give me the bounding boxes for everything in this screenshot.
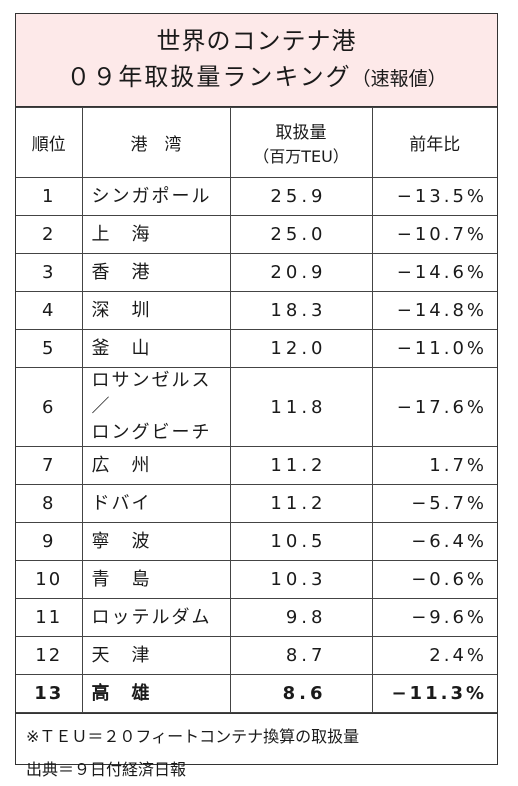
yoy-cell: −10.7% <box>371 215 497 254</box>
teu-cell: 10.3 <box>229 560 373 599</box>
rank-cell: 8 <box>16 484 83 523</box>
teu-cell: 10.5 <box>229 522 373 561</box>
rank-cell: 11 <box>16 598 83 637</box>
teu-cell: 20.9 <box>229 253 373 292</box>
yoy-cell: −6.4% <box>371 522 497 561</box>
teu-cell: 18.3 <box>229 291 373 330</box>
table-row: 6 ロサンゼルス／ ロングビーチ 11.8 −17.6% <box>16 367 497 447</box>
rank-cell: 6 <box>16 367 83 447</box>
port-cell: 香 港 <box>81 253 231 292</box>
rank-cell: 7 <box>16 446 83 485</box>
port-cell: シンガポール <box>81 177 231 216</box>
header-port: 港 湾 <box>81 107 231 178</box>
yoy-cell: −11.3% <box>371 674 497 713</box>
header-yoy: 前年比 <box>371 107 497 178</box>
notes: ※ＴＥＵ＝２０フィートコンテナ換算の取扱量 出典＝９日付経済日報 <box>16 713 497 786</box>
port-cell: 広 州 <box>81 446 231 485</box>
header-rank: 順位 <box>16 107 83 178</box>
rank-cell: 3 <box>16 253 83 292</box>
table-row: 10 青 島 10.3 −0.6% <box>16 560 497 599</box>
yoy-cell: −13.5% <box>371 177 497 216</box>
rank-cell: 9 <box>16 522 83 561</box>
port-cell: ロサンゼルス／ ロングビーチ <box>81 367 231 447</box>
rank-cell: 2 <box>16 215 83 254</box>
yoy-cell: −11.0% <box>371 329 497 368</box>
yoy-cell: 1.7% <box>371 446 497 485</box>
table-body: 1 シンガポール 25.9 −13.5% 2 上 海 25.0 −10.7% 3 香 港 20.9−… <box>16 177 497 713</box>
table-row: 1 シンガポール 25.9 −13.5% <box>16 177 497 216</box>
teu-cell: 25.9 <box>229 177 373 216</box>
table-row: 11 ロッテルダム 9.8 −9.6% <box>16 598 497 637</box>
yoy-cell: −14.6% <box>371 253 497 292</box>
ranking-table-frame: 世界のコンテナ港 ０９年取扱量ランキング（速報値） 順位 港 湾 取扱量 （百万T… <box>15 13 498 779</box>
title-sub: （速報値） <box>351 68 447 90</box>
table-row: 8 ドバイ 11.2 −5.7% <box>16 484 497 523</box>
ranking-table: 順位 港 湾 取扱量 （百万TEU） 前年比 1 シンガポール 25.9 −13.5% 2… <box>16 107 497 713</box>
yoy-cell: −5.7% <box>371 484 497 523</box>
teu-cell: 8.7 <box>229 636 373 675</box>
teu-cell: 11.2 <box>229 484 373 523</box>
rank-cell: 5 <box>16 329 83 368</box>
port-cell: 青 島 <box>81 560 231 599</box>
header-teu-unit: （百万TEU） <box>253 147 349 166</box>
table-row: 12 天 津 8.7 2.4% <box>16 636 497 675</box>
port-cell: ドバイ <box>81 484 231 523</box>
port-cell: 寧 波 <box>81 522 231 561</box>
teu-cell: 11.2 <box>229 446 373 485</box>
port-cell: 上 海 <box>81 215 231 254</box>
yoy-cell: −17.6% <box>371 367 497 447</box>
yoy-cell: −14.8% <box>371 291 497 330</box>
port-cell: 高 雄 <box>81 674 231 713</box>
note-teu-definition: ※ＴＥＵ＝２０フィートコンテナ換算の取扱量 <box>26 727 360 746</box>
teu-cell: 9.8 <box>229 598 373 637</box>
rank-cell: 4 <box>16 291 83 330</box>
yoy-cell: −9.6% <box>371 598 497 637</box>
port-name-line-2: ロングビーチ <box>91 422 212 443</box>
teu-cell: 8.6 <box>229 674 373 713</box>
yoy-cell: −0.6% <box>371 560 497 599</box>
note-source: 出典＝９日付経済日報 <box>26 760 187 779</box>
header-teu: 取扱量 （百万TEU） <box>229 107 373 178</box>
port-cell: ロッテルダム <box>81 598 231 637</box>
port-cell: 天 津 <box>81 636 231 675</box>
title-block: 世界のコンテナ港 ０９年取扱量ランキング（速報値） <box>16 14 497 107</box>
rank-cell: 10 <box>16 560 83 599</box>
port-name-line-1: ロサンゼルス／ <box>91 370 212 417</box>
title-line-1: 世界のコンテナ港 <box>156 27 357 55</box>
header-row: 順位 港 湾 取扱量 （百万TEU） 前年比 <box>16 107 497 178</box>
yoy-cell: 2.4% <box>371 636 497 675</box>
teu-cell: 25.0 <box>229 215 373 254</box>
rank-cell: 1 <box>16 177 83 216</box>
title-line-2: ０９年取扱量ランキング（速報値） <box>66 59 446 97</box>
port-cell: 釜 山 <box>81 329 231 368</box>
table-row: 13 高 雄 8.6 −11.3% <box>16 674 497 713</box>
title-main: ０９年取扱量ランキング <box>66 63 352 91</box>
header-teu-label: 取扱量 <box>275 123 327 143</box>
teu-cell: 12.0 <box>229 329 373 368</box>
teu-cell: 11.8 <box>229 367 373 447</box>
port-cell: 深 圳 <box>81 291 231 330</box>
rank-cell: 12 <box>16 636 83 675</box>
rank-cell: 13 <box>16 674 83 713</box>
